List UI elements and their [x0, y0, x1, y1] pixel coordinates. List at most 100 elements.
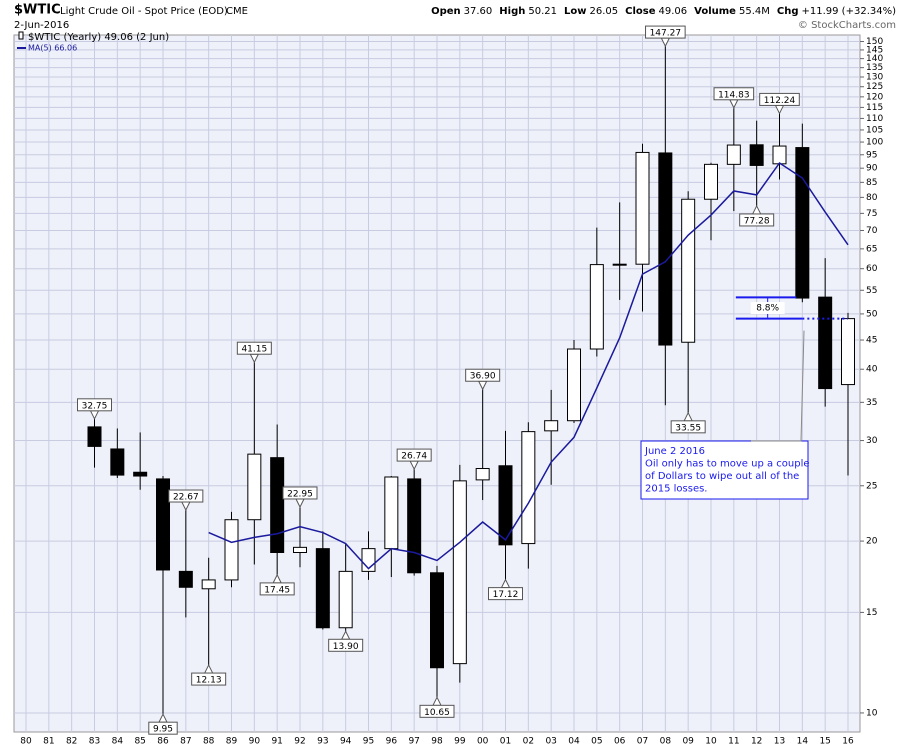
x-tick-label: 95: [363, 737, 374, 747]
callout-label: 12.13: [196, 676, 222, 686]
y-tick-label: 35: [866, 398, 877, 408]
y-tick-label: 145: [866, 45, 883, 55]
callout-label: 22.67: [173, 493, 199, 503]
legend-label: MA(5) 66.06: [28, 44, 77, 53]
callout-box: [465, 368, 501, 382]
callout-label: 32.75: [82, 401, 108, 411]
callout-box: [168, 489, 204, 503]
callout-label: 10.65: [424, 708, 450, 718]
stat-label: High: [499, 6, 525, 17]
x-tick-label: 93: [317, 737, 328, 747]
x-tick-label: 05: [591, 737, 602, 747]
candle-body: [201, 579, 216, 590]
x-tick-label: 04: [568, 737, 580, 747]
candle-body: [818, 296, 833, 390]
date: 2-Jun-2016: [14, 20, 69, 31]
callout-box: [419, 704, 455, 718]
x-tick-label: 96: [386, 737, 398, 747]
stat-value: +11.99 (+32.34%): [802, 6, 897, 17]
x-tick-label: 09: [682, 737, 694, 747]
candle-body: [726, 144, 741, 165]
candle-body: [293, 546, 307, 554]
pct-label: 8.8%: [756, 303, 779, 313]
x-tick-label: 91: [271, 737, 282, 747]
x-tick-label: 14: [797, 737, 809, 747]
y-tick-label: 85: [866, 178, 877, 188]
callout-label: 41.15: [241, 345, 267, 355]
exchange: CME: [226, 6, 248, 17]
x-tick-label: 89: [226, 737, 238, 747]
callout-box: [759, 92, 800, 106]
candle-body: [749, 144, 764, 166]
y-tick-label: 130: [866, 73, 883, 83]
candle-body: [704, 163, 718, 200]
candle-body: [658, 152, 673, 346]
x-tick-label: 13: [774, 737, 785, 747]
candle-body: [270, 457, 285, 554]
callout-box: [396, 448, 432, 462]
callout-label: 77.28: [744, 216, 770, 226]
chart-title: Light Crude Oil - Spot Price (EOD): [60, 6, 228, 17]
y-tick-label: 115: [866, 103, 883, 113]
x-tick-label: 90: [249, 737, 261, 747]
callout-box: [713, 87, 755, 101]
callout-label: 112.24: [764, 96, 796, 106]
y-tick-label: 120: [866, 92, 883, 102]
candle-body: [338, 570, 353, 629]
candle-body: [133, 471, 148, 477]
y-tick-label: 40: [866, 365, 878, 375]
legend-label: $WTIC (Yearly) 49.06 (2 Jun): [28, 32, 169, 43]
y-tick-label: 20: [866, 537, 878, 547]
x-tick-label: 98: [431, 737, 443, 747]
y-tick-label: 10: [866, 708, 878, 718]
callout-label: 17.45: [264, 585, 290, 595]
candle-body: [521, 431, 536, 545]
x-tick-label: 00: [477, 737, 489, 747]
note-line: Oil only has to move up a couple: [645, 459, 810, 470]
callout-label: 33.55: [675, 423, 701, 433]
y-tick-label: 70: [866, 226, 878, 236]
x-tick-label: 84: [112, 737, 124, 747]
y-tick-label: 95: [866, 150, 877, 160]
candle-body: [407, 478, 422, 574]
credit: © StockCharts.com: [798, 20, 896, 31]
y-tick-label: 110: [866, 114, 883, 124]
x-tick-label: 92: [294, 737, 305, 747]
candle-body: [430, 572, 444, 669]
callout-box: [488, 587, 523, 601]
note-box: [640, 440, 809, 500]
candle-body: [635, 151, 650, 265]
candle-body: [224, 519, 239, 581]
y-tick-label: 100: [866, 138, 883, 148]
callout-label: 13.90: [333, 642, 359, 652]
callout-label: 26.74: [401, 452, 427, 462]
candle-body: [475, 468, 490, 481]
callout-label: 17.12: [493, 590, 519, 600]
x-tick-label: 01: [500, 737, 511, 747]
x-tick-label: 06: [614, 737, 626, 747]
y-tick-label: 75: [866, 209, 877, 219]
ma-line: [208, 161, 849, 570]
callout-label: 147.27: [650, 29, 682, 39]
pct-box: [750, 301, 785, 314]
candle-body: [612, 263, 627, 266]
x-tick-label: 81: [43, 737, 54, 747]
header-stats: Open 37.60 High 50.21 Low 26.05 Close 49.06 Volu…: [431, 6, 896, 17]
x-tick-label: 88: [203, 737, 215, 747]
callout-box: [328, 638, 364, 652]
candle-body: [384, 476, 399, 550]
candle-body: [315, 548, 330, 629]
candle-body: [567, 348, 581, 422]
note-line: 2015 losses.: [645, 484, 708, 495]
symbol: $WTIC: [14, 3, 61, 18]
candle-body: [681, 198, 696, 343]
stat-label: Volume: [694, 6, 736, 17]
stat-label: Close: [625, 6, 656, 17]
x-tick-label: 87: [180, 737, 191, 747]
candle-body: [178, 570, 193, 588]
y-tick-label: 65: [866, 244, 877, 254]
x-tick-label: 80: [20, 737, 32, 747]
stat-value: 50.21: [528, 6, 557, 17]
stat-label: Low: [564, 6, 586, 17]
x-tick-label: 99: [454, 737, 466, 747]
